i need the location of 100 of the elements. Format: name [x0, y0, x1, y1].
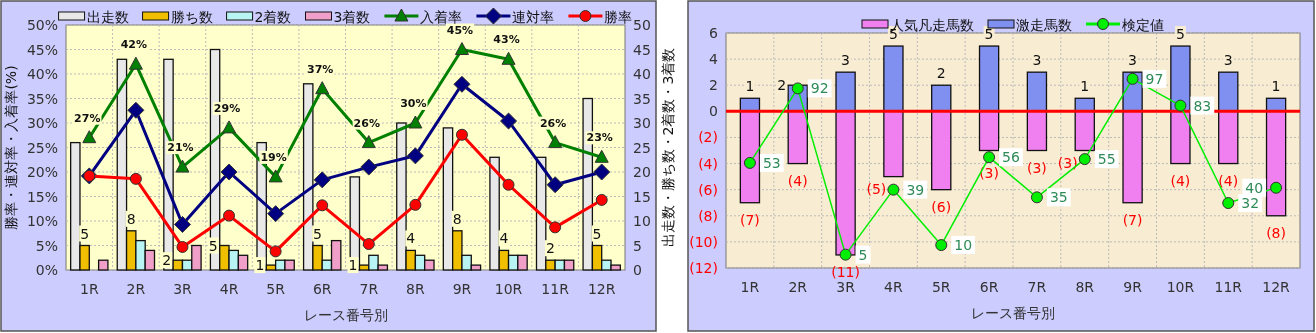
bar — [883, 110, 904, 178]
data-label: 39 — [906, 181, 925, 198]
y-tick-label: 0 — [709, 103, 718, 120]
data-label: 3 — [1128, 52, 1138, 69]
data-label: 5 — [80, 225, 90, 242]
y2-tick-label: 5 — [633, 237, 642, 254]
data-label: 10 — [954, 237, 973, 254]
x-tick-label: 9R — [452, 281, 472, 297]
legend-label: 勝率 — [604, 9, 633, 25]
y-axis-title: 勝率・連対率・入着率(%) — [3, 65, 19, 230]
data-label: 1 — [255, 257, 265, 274]
y-tick-label: (2) — [698, 129, 718, 146]
legend-label: 勝ち数 — [170, 9, 213, 25]
point — [82, 130, 97, 144]
y-tick-label: 45% — [26, 41, 58, 58]
x-tick-label: 10R — [494, 281, 523, 297]
data-label: 1 — [1271, 78, 1281, 95]
data-label: 4 — [406, 230, 416, 247]
x-tick-label: 7R — [359, 281, 379, 297]
y2-tick-label: 50 — [633, 17, 651, 33]
data-label: 35 — [1049, 189, 1068, 206]
data-label: 1 — [348, 257, 358, 274]
point — [983, 151, 996, 164]
point — [1270, 181, 1283, 194]
point — [408, 115, 423, 129]
x-tick-label: 4R — [219, 281, 239, 297]
bar — [978, 45, 1000, 112]
data-label: 3 — [841, 52, 851, 69]
point — [128, 56, 143, 70]
y-tick-label: 30% — [26, 115, 58, 131]
point — [313, 171, 331, 189]
bar — [978, 110, 1000, 152]
point — [935, 239, 948, 252]
data-label: 4 — [499, 230, 509, 247]
data-label: 2 — [777, 77, 787, 94]
point — [1078, 153, 1091, 166]
point — [454, 42, 469, 55]
y-tick-label: (8) — [698, 207, 718, 224]
point — [501, 51, 516, 65]
point — [1126, 72, 1139, 85]
x-tick-label: 7R — [1027, 279, 1047, 295]
y-tick-label: (6) — [698, 181, 718, 198]
point — [594, 149, 609, 163]
data-label: 42% — [120, 38, 148, 52]
bar — [1218, 110, 1239, 165]
y2-tick-label: 25 — [633, 139, 651, 156]
point — [1174, 99, 1187, 112]
point — [360, 158, 378, 176]
data-label: 30% — [400, 97, 427, 110]
data-label: 19% — [260, 150, 287, 164]
bar — [1074, 110, 1095, 152]
y-tick-label: 15% — [26, 188, 58, 205]
y-tick-label: (4) — [698, 155, 718, 172]
data-label: 40 — [1245, 179, 1264, 196]
x-tick-label: 8R — [406, 281, 425, 297]
y-tick-label: 20% — [26, 164, 58, 180]
point — [839, 248, 852, 261]
data-label: 92 — [810, 80, 829, 97]
point — [127, 101, 145, 119]
bar — [1026, 110, 1048, 152]
y-tick-label: 35% — [26, 90, 58, 107]
data-label: 8 — [126, 210, 136, 227]
data-label: 97 — [1145, 70, 1164, 87]
x-tick-label: 6R — [979, 279, 999, 295]
point — [548, 135, 563, 149]
data-label: 21% — [167, 141, 194, 155]
y-tick-label: 25% — [26, 139, 58, 156]
point — [595, 193, 608, 206]
y2-tick-label: 15 — [633, 188, 651, 205]
data-label: 1 — [1080, 78, 1090, 95]
point — [453, 75, 471, 93]
x-tick-label: 11R — [541, 281, 570, 297]
data-label: 37% — [307, 62, 334, 76]
x-tick-label: 2R — [788, 279, 808, 295]
data-label: (7) — [1122, 211, 1143, 228]
x-axis-title: レース番号別 — [971, 305, 1055, 321]
y2-tick-label: 40 — [633, 66, 651, 82]
point — [220, 163, 238, 181]
x-tick-label: 3R — [836, 279, 856, 295]
legend-label: 激走馬数 — [1016, 17, 1072, 33]
point — [549, 221, 562, 234]
point — [1222, 197, 1235, 210]
data-label: (3) — [979, 165, 1000, 182]
point — [455, 128, 468, 141]
data-label: 2 — [162, 252, 172, 269]
data-label: 43% — [493, 33, 520, 47]
legend-label: 3着数 — [333, 9, 371, 25]
x-tick-label: 12R — [1262, 279, 1291, 295]
data-label: 5 — [1175, 26, 1185, 43]
x-tick-label: 5R — [931, 279, 951, 295]
legend-label: 検定値 — [1122, 17, 1164, 33]
point — [223, 209, 236, 222]
x-tick-label: 11R — [1214, 279, 1243, 295]
point — [173, 215, 191, 233]
bar — [931, 84, 952, 112]
y-tick-label: (10) — [689, 233, 718, 250]
data-label: 5 — [208, 237, 218, 254]
bar — [1218, 71, 1239, 112]
y-tick-label: 2 — [709, 77, 718, 94]
x-tick-label: 4R — [884, 279, 903, 295]
